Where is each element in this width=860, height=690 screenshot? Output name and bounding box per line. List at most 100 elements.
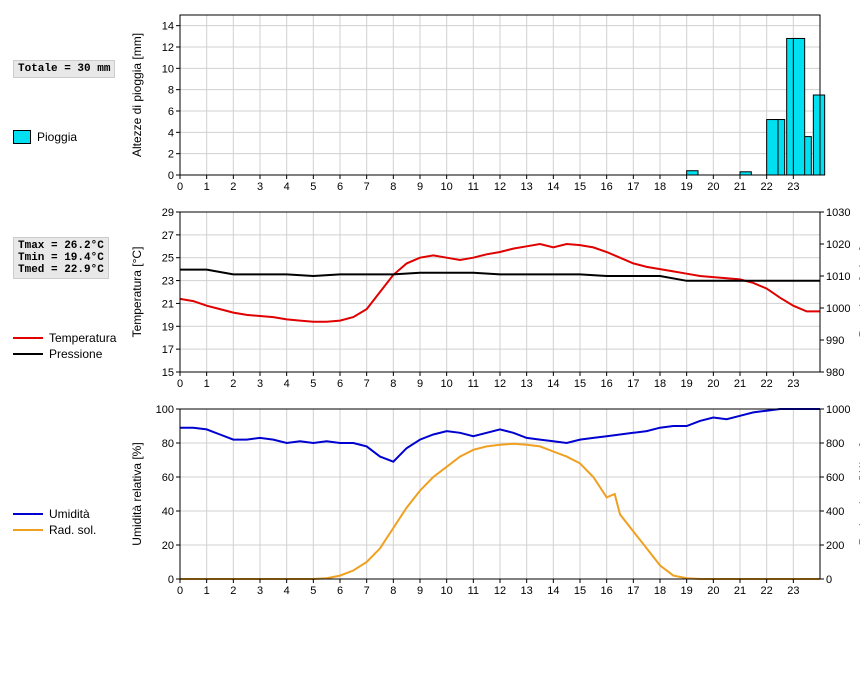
svg-text:0: 0 [177, 378, 183, 390]
legend-label: Temperatura [49, 331, 116, 345]
y-left-label: Temperatura [°C] [130, 247, 144, 338]
bar [687, 171, 698, 175]
chart-3: 0123456789101112131415161718192021222302… [125, 399, 860, 604]
legend-line [13, 529, 43, 531]
info-line: Tmin = 19.4°C [18, 252, 104, 264]
legend-swatch [13, 130, 31, 144]
svg-text:14: 14 [547, 585, 559, 597]
svg-text:0: 0 [168, 574, 174, 586]
svg-text:20: 20 [707, 181, 719, 193]
svg-text:60: 60 [162, 472, 174, 484]
svg-text:6: 6 [337, 378, 343, 390]
chart-2: 0123456789101112131415161718192021222315… [125, 202, 860, 397]
svg-text:13: 13 [521, 181, 533, 193]
svg-text:3: 3 [257, 585, 263, 597]
svg-text:18: 18 [654, 585, 666, 597]
svg-text:29: 29 [162, 207, 174, 219]
bar [767, 120, 778, 175]
svg-text:400: 400 [826, 506, 844, 518]
svg-text:27: 27 [162, 230, 174, 242]
svg-text:12: 12 [494, 585, 506, 597]
svg-text:20: 20 [707, 585, 719, 597]
chart-col: 0123456789101112131415161718192021222315… [125, 202, 860, 397]
svg-text:20: 20 [707, 378, 719, 390]
svg-text:10: 10 [441, 181, 453, 193]
svg-text:1: 1 [204, 585, 210, 597]
svg-text:0: 0 [826, 574, 832, 586]
svg-text:10: 10 [441, 585, 453, 597]
svg-text:15: 15 [574, 378, 586, 390]
svg-text:8: 8 [390, 181, 396, 193]
svg-text:19: 19 [681, 181, 693, 193]
svg-text:8: 8 [390, 378, 396, 390]
legend-label: Pressione [49, 347, 102, 361]
info-box: Totale = 30 mm [13, 60, 115, 78]
svg-text:14: 14 [547, 378, 559, 390]
svg-text:2: 2 [230, 378, 236, 390]
svg-text:21: 21 [734, 181, 746, 193]
legend-label: Pioggia [37, 130, 77, 144]
svg-text:18: 18 [654, 378, 666, 390]
chart-1: 0123456789101112131415161718192021222302… [125, 5, 835, 200]
svg-text:980: 980 [826, 367, 844, 379]
svg-text:8: 8 [168, 85, 174, 97]
svg-text:2: 2 [168, 149, 174, 161]
svg-text:20: 20 [162, 540, 174, 552]
chart-row-2: Tmax = 26.2°CTmin = 19.4°CTmed = 22.9°CT… [5, 202, 855, 397]
svg-text:6: 6 [168, 106, 174, 118]
svg-text:16: 16 [601, 378, 613, 390]
svg-text:17: 17 [627, 378, 639, 390]
svg-text:23: 23 [787, 378, 799, 390]
svg-text:1000: 1000 [826, 303, 850, 315]
bar [813, 95, 824, 175]
svg-text:4: 4 [284, 181, 290, 193]
info-box: Tmax = 26.2°CTmin = 19.4°CTmed = 22.9°C [13, 237, 109, 279]
info-line: Tmed = 22.9°C [18, 264, 104, 276]
svg-text:0: 0 [177, 181, 183, 193]
svg-text:5: 5 [310, 585, 316, 597]
svg-text:14: 14 [162, 21, 174, 33]
svg-text:22: 22 [761, 585, 773, 597]
svg-text:15: 15 [574, 181, 586, 193]
svg-text:15: 15 [162, 367, 174, 379]
svg-text:19: 19 [681, 585, 693, 597]
legend-label: Rad. sol. [49, 523, 96, 537]
svg-text:200: 200 [826, 540, 844, 552]
svg-text:0: 0 [168, 170, 174, 182]
svg-text:12: 12 [162, 42, 174, 54]
svg-text:23: 23 [787, 585, 799, 597]
svg-text:9: 9 [417, 585, 423, 597]
svg-text:11: 11 [468, 585, 479, 597]
svg-text:600: 600 [826, 472, 844, 484]
svg-text:5: 5 [310, 378, 316, 390]
svg-text:22: 22 [761, 181, 773, 193]
svg-text:5: 5 [310, 181, 316, 193]
svg-text:990: 990 [826, 335, 844, 347]
y-left-label: Altezze di pioggia [mm] [130, 33, 144, 157]
svg-text:800: 800 [826, 438, 844, 450]
svg-text:4: 4 [168, 127, 174, 139]
svg-text:23: 23 [162, 276, 174, 288]
chart-col: 0123456789101112131415161718192021222302… [125, 399, 860, 604]
svg-text:21: 21 [162, 298, 174, 310]
svg-text:7: 7 [364, 585, 370, 597]
y-left-label: Umidità relativa [%] [130, 442, 144, 545]
chart-col: 0123456789101112131415161718192021222302… [125, 5, 855, 200]
svg-text:8: 8 [390, 585, 396, 597]
svg-text:19: 19 [681, 378, 693, 390]
svg-text:6: 6 [337, 585, 343, 597]
legend-item: Pressione [13, 347, 125, 361]
svg-text:12: 12 [494, 181, 506, 193]
svg-text:1010: 1010 [826, 271, 850, 283]
svg-text:11: 11 [468, 378, 479, 390]
chart-row-3: UmiditàRad. sol.012345678910111213141516… [5, 399, 855, 604]
svg-text:7: 7 [364, 181, 370, 193]
svg-text:14: 14 [547, 181, 559, 193]
svg-text:17: 17 [627, 181, 639, 193]
legend-col-1: Totale = 30 mm Pioggia [5, 60, 125, 146]
svg-text:17: 17 [162, 344, 174, 356]
svg-text:1000: 1000 [826, 404, 850, 416]
svg-text:22: 22 [761, 378, 773, 390]
svg-text:10: 10 [162, 63, 174, 75]
svg-text:12: 12 [494, 378, 506, 390]
